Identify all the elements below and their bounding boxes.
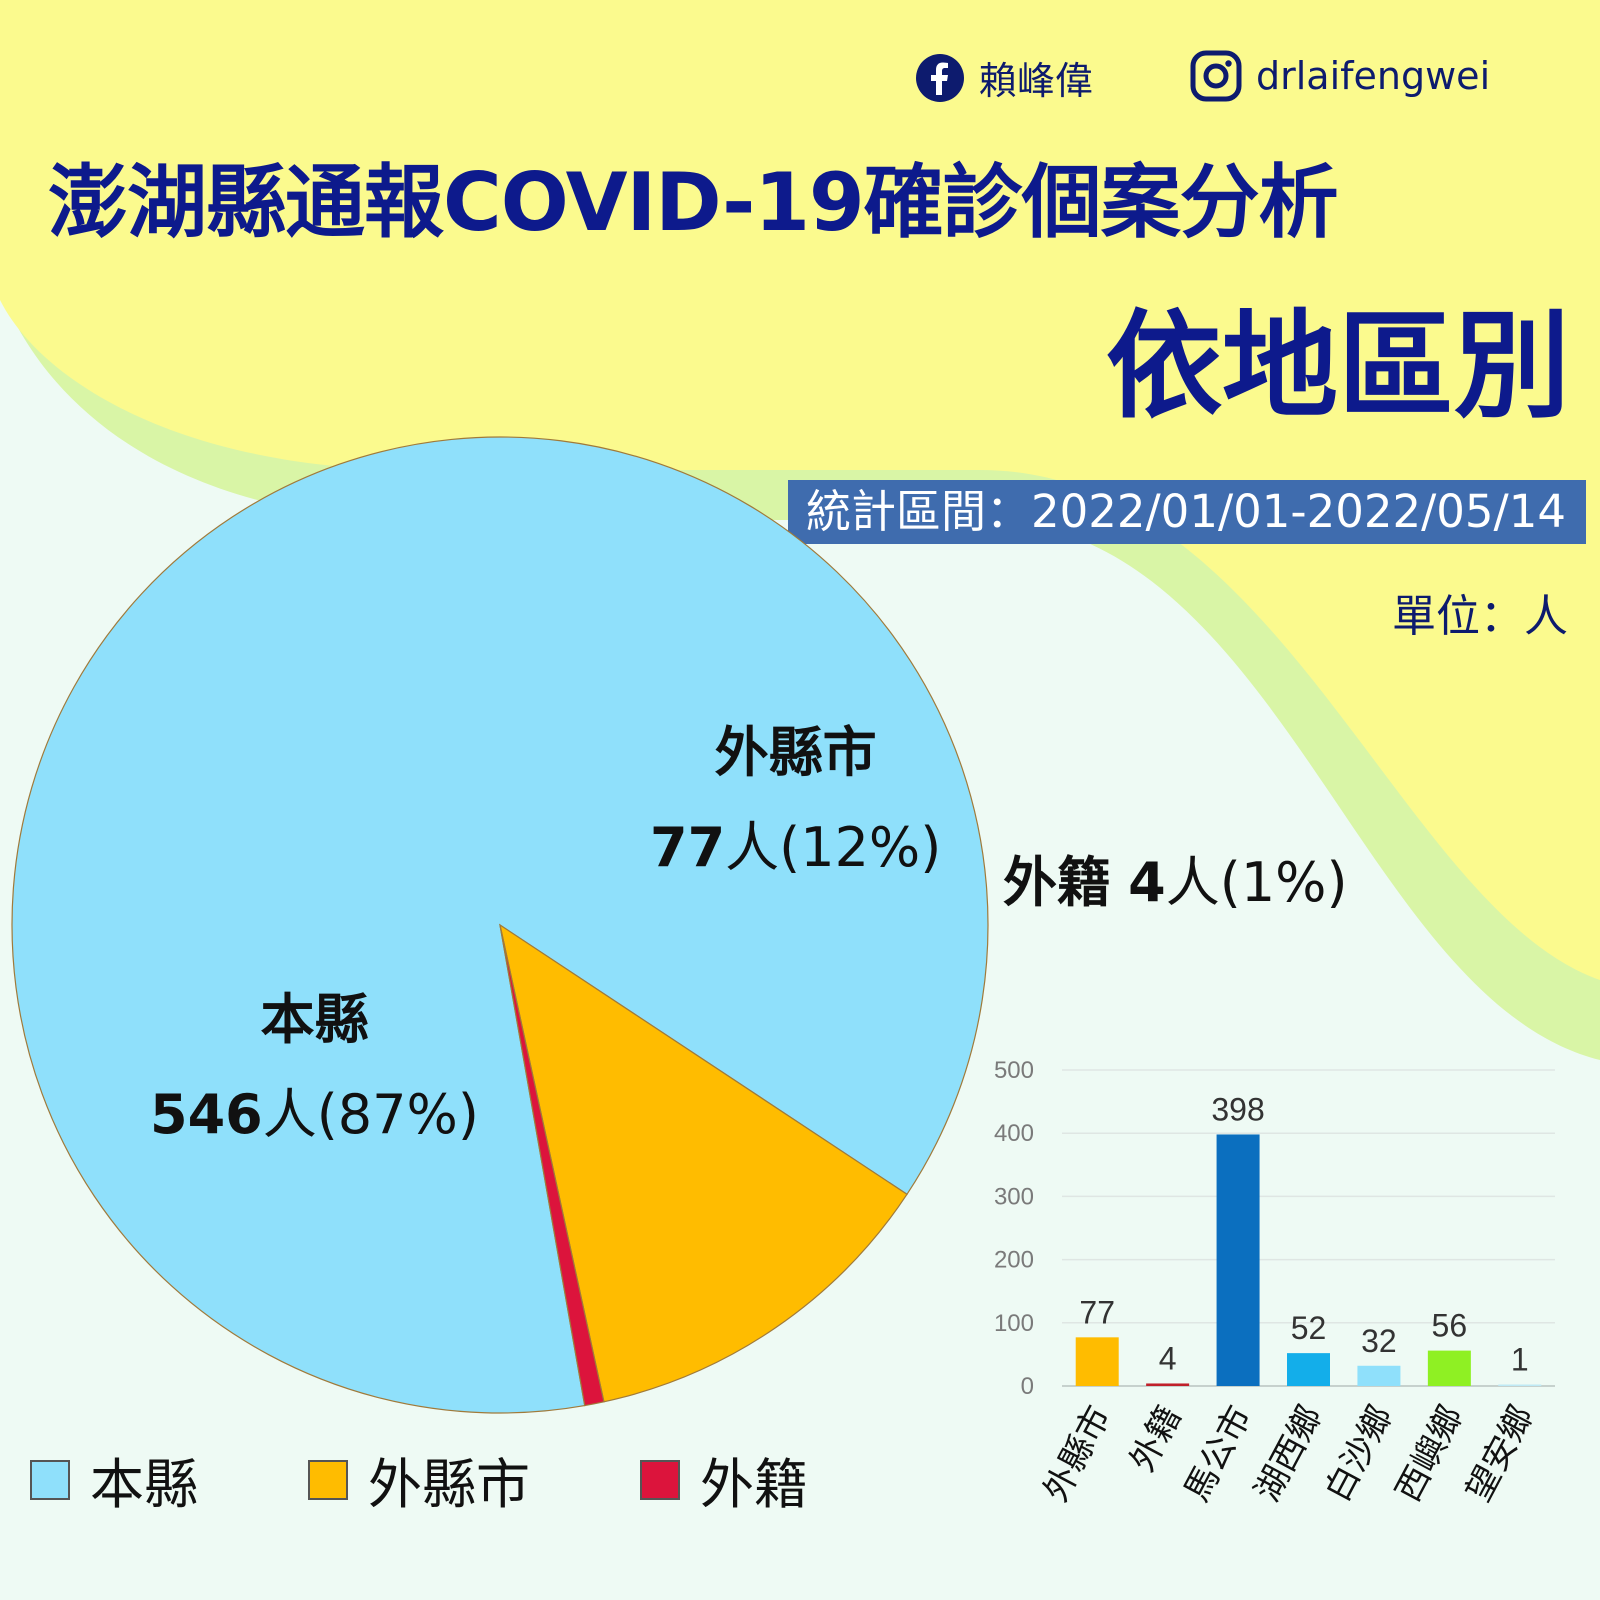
pie-slice-home bbox=[11, 436, 989, 1414]
y-tick-label: 200 bbox=[994, 1247, 1034, 1274]
yellow-wave bbox=[0, 0, 1600, 980]
bar-6 bbox=[1427, 1350, 1471, 1386]
page-title: 澎湖縣通報COVID-19確診個案分析 bbox=[48, 156, 1339, 249]
legend-item-foreign: 外籍 bbox=[640, 1440, 808, 1519]
pie-label-foreign-count: 4 bbox=[1128, 851, 1166, 914]
x-tick-label: 外縣市 bbox=[1036, 1399, 1119, 1508]
bar-value-label: 398 bbox=[1211, 1091, 1264, 1127]
pie-label-foreign-suffix: 人(1%) bbox=[1165, 851, 1348, 914]
y-tick-label: 300 bbox=[994, 1183, 1034, 1210]
pie-label-other-count: 77 bbox=[650, 816, 726, 879]
x-tick-label: 白沙鄉 bbox=[1318, 1399, 1401, 1508]
pie-label-home-name: 本縣 bbox=[260, 988, 369, 1051]
legend-label-home: 本縣 bbox=[90, 1453, 198, 1516]
pie-label-home-suffix: 人(87%) bbox=[262, 1083, 479, 1146]
legend-swatch-foreign bbox=[640, 1459, 680, 1500]
x-tick-label: 湖西鄉 bbox=[1247, 1399, 1330, 1508]
x-tick-label: 望安鄉 bbox=[1459, 1399, 1542, 1508]
pie-legend: 本縣 外縣市 外籍 bbox=[30, 1440, 918, 1519]
x-tick-label: 馬公市 bbox=[1177, 1399, 1260, 1508]
pie-label-other-name: 外縣市 bbox=[714, 721, 877, 784]
period-banner: 統計區間：2022/01/01-2022/05/14 bbox=[788, 480, 1586, 544]
legend-item-other: 外縣市 bbox=[308, 1440, 530, 1519]
legend-item-home: 本縣 bbox=[30, 1440, 198, 1519]
bar-value-label: 1 bbox=[1511, 1342, 1529, 1378]
pie-label-foreign: 外籍 4人(1%) bbox=[1003, 838, 1348, 917]
pie-label-other-suffix: 人(12%) bbox=[725, 816, 942, 879]
pie-label-home-count: 546 bbox=[150, 1083, 263, 1146]
page-subtitle: 依地區別 bbox=[1106, 299, 1570, 434]
x-tick-label: 西嶼鄉 bbox=[1388, 1399, 1471, 1508]
legend-label-foreign: 外籍 bbox=[700, 1453, 808, 1516]
bar-value-label: 32 bbox=[1361, 1323, 1397, 1359]
instagram-handle: drlaifengwei bbox=[1256, 54, 1491, 98]
y-tick-label: 100 bbox=[994, 1310, 1034, 1337]
y-tick-label: 500 bbox=[994, 1057, 1034, 1084]
bar-1 bbox=[1075, 1337, 1119, 1386]
instagram-icon bbox=[1190, 50, 1242, 102]
bar-value-label: 77 bbox=[1079, 1294, 1115, 1330]
legend-swatch-other bbox=[308, 1459, 348, 1500]
bar-3 bbox=[1216, 1134, 1260, 1386]
facebook-credit[interactable]: 賴峰偉 bbox=[915, 50, 1093, 105]
bar-value-label: 56 bbox=[1432, 1308, 1468, 1344]
pie-label-foreign-name: 外籍 bbox=[1003, 851, 1111, 914]
pie-slice-other bbox=[499, 923, 908, 1403]
bar-2 bbox=[1146, 1383, 1190, 1386]
bar-5 bbox=[1357, 1365, 1401, 1386]
bar-value-label: 52 bbox=[1291, 1310, 1327, 1346]
y-tick-label: 0 bbox=[1021, 1373, 1034, 1400]
pie-label-other: 外縣市 77人(12%) bbox=[650, 708, 941, 882]
unit-label: 單位：人 bbox=[1392, 591, 1568, 642]
bar-7 bbox=[1498, 1384, 1542, 1386]
legend-label-other: 外縣市 bbox=[368, 1453, 530, 1516]
pie-label-home: 本縣 546人(87%) bbox=[150, 975, 479, 1149]
bar-value-label: 4 bbox=[1159, 1340, 1177, 1376]
y-tick-label: 400 bbox=[994, 1120, 1034, 1147]
facebook-icon bbox=[916, 53, 964, 102]
facebook-name: 賴峰偉 bbox=[979, 59, 1094, 103]
x-tick-label: 外籍 bbox=[1122, 1399, 1189, 1478]
bar-chart: 0 100 200 300 400 500 77 外縣市 4 外籍 398 馬公市 52 湖西鄉 32 白沙鄉… bbox=[994, 1057, 1555, 1508]
bar-4 bbox=[1287, 1353, 1330, 1386]
pie-chart bbox=[11, 436, 989, 1414]
legend-swatch-home bbox=[30, 1459, 70, 1500]
pie-slice-foreign bbox=[499, 924, 605, 1407]
instagram-credit[interactable]: drlaifengwei bbox=[1190, 50, 1490, 102]
